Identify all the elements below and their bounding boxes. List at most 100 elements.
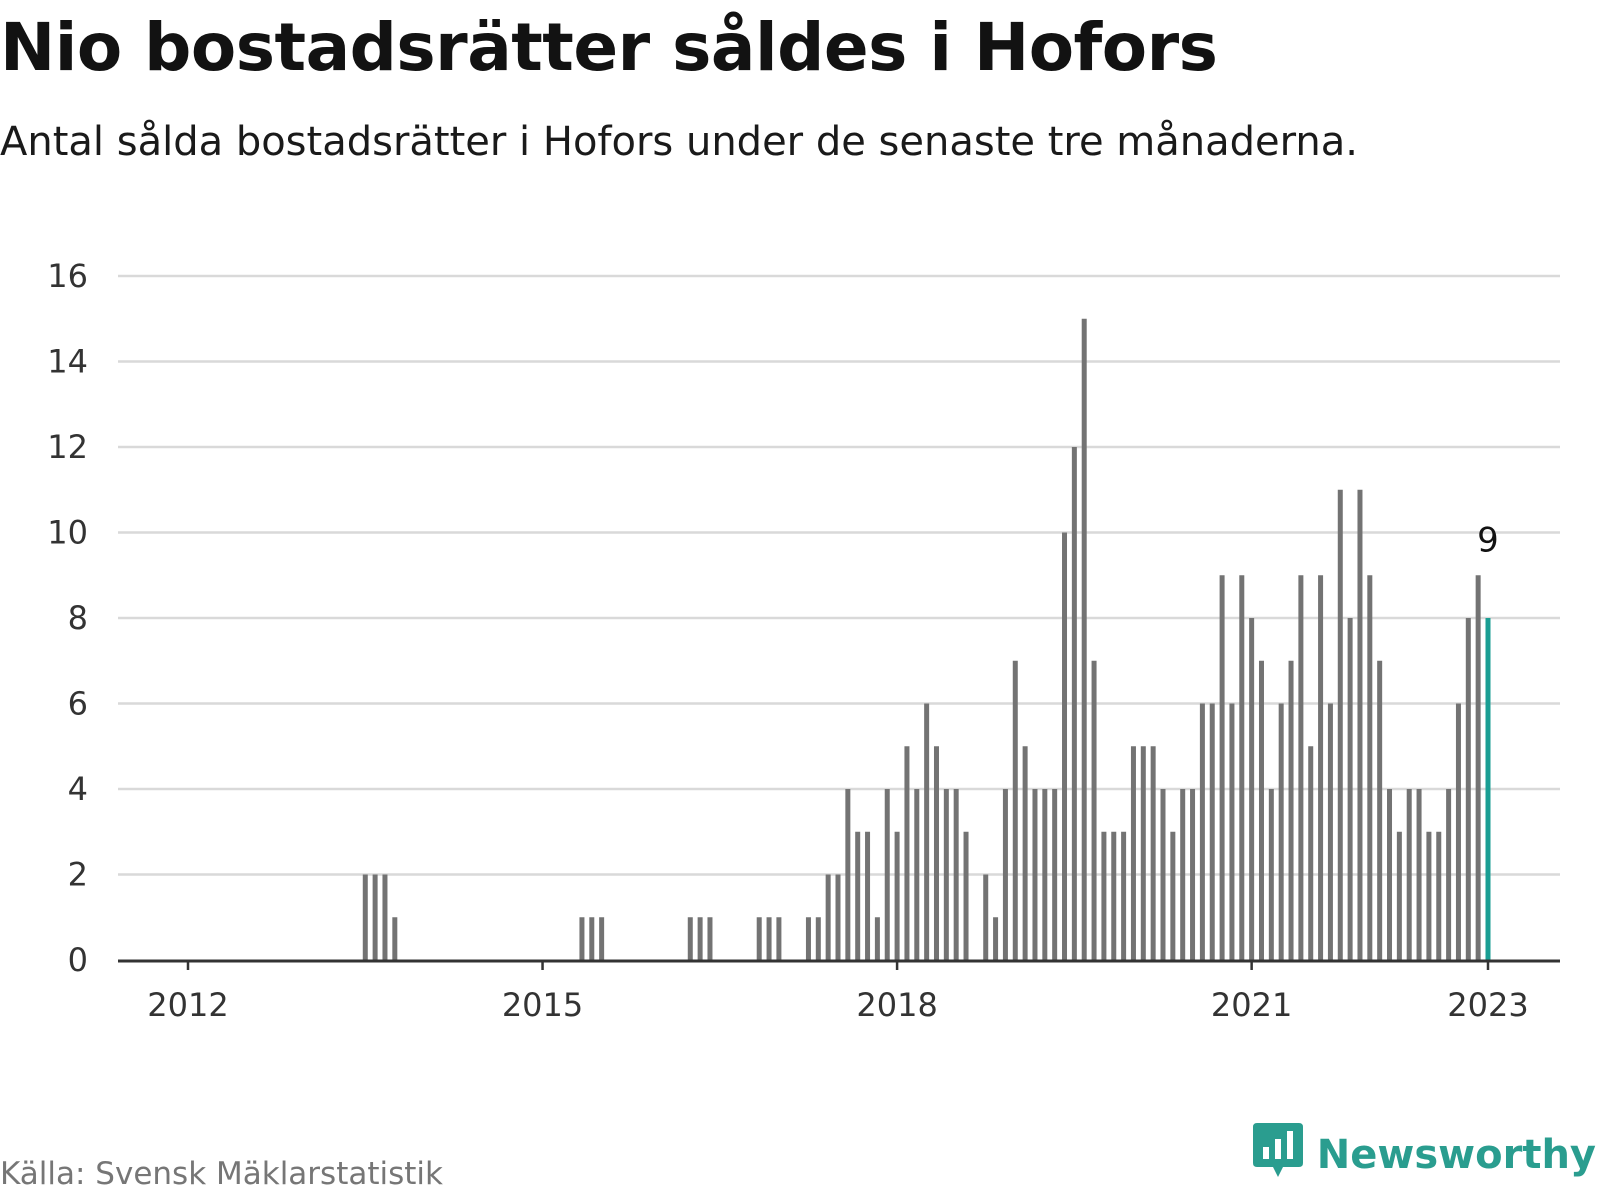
bar <box>589 917 595 960</box>
chart-title: Nio bostadsrätter såldes i Hofors <box>0 9 1218 86</box>
bar <box>687 917 693 960</box>
y-tick-label: 12 <box>47 428 88 466</box>
bar <box>1071 447 1077 960</box>
bar <box>1465 618 1471 960</box>
bar <box>1121 831 1127 960</box>
bar <box>855 831 861 960</box>
bar <box>845 789 851 960</box>
bar <box>914 789 920 960</box>
bar <box>1475 575 1481 960</box>
bar <box>1249 618 1255 960</box>
bar-highlight <box>1485 618 1491 960</box>
bar <box>874 917 880 960</box>
y-tick-label: 14 <box>47 343 88 381</box>
bar <box>1239 575 1245 960</box>
bar <box>776 917 782 960</box>
bar <box>983 874 989 960</box>
bar <box>1160 789 1166 960</box>
x-tick-label: 2018 <box>856 986 937 1024</box>
bar <box>1002 789 1008 960</box>
bar <box>1406 789 1412 960</box>
bar <box>1308 746 1314 960</box>
bar <box>697 917 703 960</box>
bar <box>1150 746 1156 960</box>
bar <box>1130 746 1136 960</box>
bar <box>1278 703 1284 960</box>
bar <box>392 917 398 960</box>
bar <box>1219 575 1225 960</box>
bar <box>766 917 772 960</box>
bar <box>835 874 841 960</box>
bar <box>1455 703 1461 960</box>
y-tick-label: 6 <box>68 685 88 723</box>
y-tick-label: 2 <box>68 856 88 894</box>
bar <box>805 917 811 960</box>
y-tick-label: 0 <box>68 941 88 979</box>
bar <box>372 874 378 960</box>
bar <box>1032 789 1038 960</box>
bar <box>1170 831 1176 960</box>
bar <box>1288 660 1294 960</box>
bar <box>933 746 939 960</box>
bar <box>1229 703 1235 960</box>
bar <box>1258 660 1264 960</box>
bar <box>1140 746 1146 960</box>
bar <box>963 831 969 960</box>
bar <box>756 917 762 960</box>
bar <box>1268 789 1274 960</box>
bar <box>884 789 890 960</box>
bar <box>1022 746 1028 960</box>
source-note: Källa: Svensk Mäklarstatistik <box>0 1156 443 1192</box>
bar <box>1180 789 1186 960</box>
bar <box>1091 660 1097 960</box>
y-axis-ticks: 0 2 4 6 8 10 12 14 16 <box>47 257 88 979</box>
bar <box>579 917 585 960</box>
bar <box>1357 489 1363 960</box>
bar <box>1416 789 1422 960</box>
bar <box>865 831 871 960</box>
bar <box>894 831 900 960</box>
bar <box>1396 831 1402 960</box>
x-tick-label: 2021 <box>1211 986 1292 1024</box>
bar <box>993 917 999 960</box>
y-tick-label: 8 <box>68 599 88 637</box>
brand-name: Newsworthy <box>1316 1131 1596 1178</box>
bar <box>1062 532 1068 960</box>
highlight-value-label: 9 <box>1477 520 1499 560</box>
bar <box>362 874 368 960</box>
bar <box>1081 318 1087 960</box>
x-axis-ticks: 2012 2015 2018 2021 2023 <box>147 960 1529 1024</box>
brand-logo[interactable]: Newsworthy <box>1252 1123 1596 1186</box>
chart-subtitle: Antal sålda bostadsrätter i Hofors under… <box>0 119 1358 165</box>
bar <box>1298 575 1304 960</box>
y-tick-label: 16 <box>47 257 88 295</box>
bar <box>825 874 831 960</box>
bar <box>1199 703 1205 960</box>
bar <box>924 703 930 960</box>
bar <box>904 746 910 960</box>
bar <box>1101 831 1107 960</box>
bar <box>1111 831 1117 960</box>
bar <box>815 917 821 960</box>
x-tick-label: 2015 <box>502 986 583 1024</box>
x-tick-label: 2023 <box>1447 986 1528 1024</box>
newsworthy-bars-icon <box>1252 1123 1303 1186</box>
bar <box>1377 660 1383 960</box>
bars <box>362 318 1491 960</box>
bar <box>1052 789 1058 960</box>
bar <box>953 789 959 960</box>
bar <box>1367 575 1373 960</box>
y-tick-label: 10 <box>47 514 88 552</box>
bar <box>1012 660 1018 960</box>
bar <box>707 917 713 960</box>
bar <box>1426 831 1432 960</box>
bar <box>382 874 388 960</box>
bar <box>1436 831 1442 960</box>
bar <box>1347 618 1353 960</box>
bar <box>943 789 949 960</box>
gridlines <box>118 274 1560 876</box>
y-tick-label: 4 <box>68 770 88 808</box>
bar <box>1042 789 1048 960</box>
bar <box>599 917 605 960</box>
x-tick-label: 2012 <box>147 986 228 1024</box>
